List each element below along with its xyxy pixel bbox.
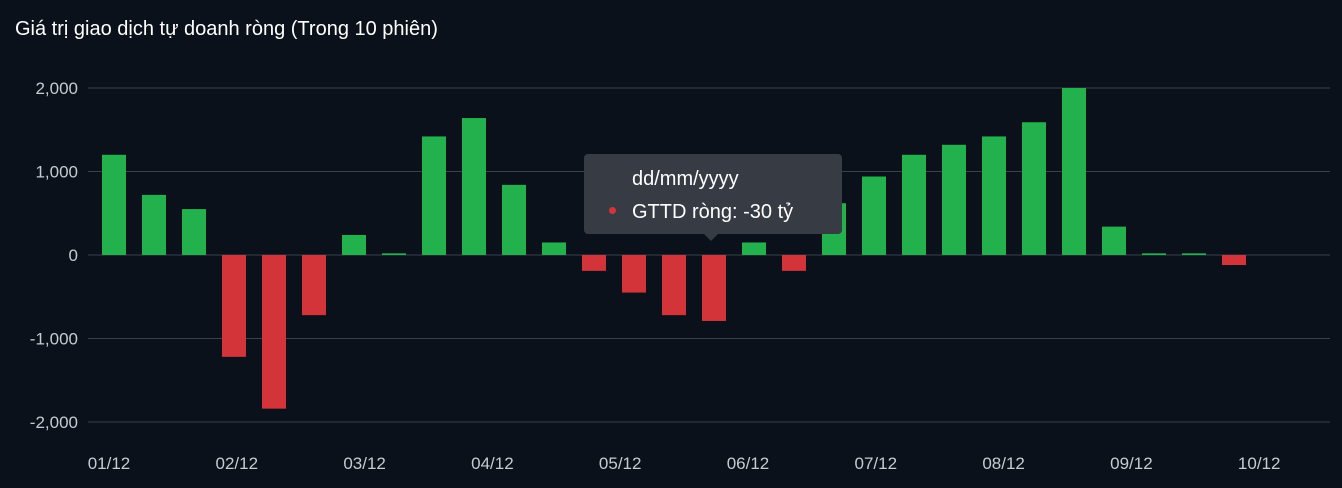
tooltip-date: dd/mm/yyyy [632, 168, 739, 190]
bar [1102, 226, 1126, 255]
y-tick-label: -1,000 [30, 330, 78, 349]
bar [462, 118, 486, 255]
bar [782, 255, 806, 271]
tooltip-value: GTTD ròng: -30 tỷ [632, 201, 794, 223]
bar [302, 255, 326, 316]
bar [342, 234, 366, 255]
x-tick-label: 08/12 [982, 454, 1025, 473]
x-tick-label: 03/12 [343, 454, 386, 473]
bar [942, 144, 966, 255]
bar [1022, 122, 1046, 255]
bar [862, 176, 886, 255]
bar [422, 136, 446, 255]
y-tick-label: 0 [69, 246, 78, 265]
chart-tooltip: dd/mm/yyyy GTTD ròng: -30 tỷ [584, 154, 842, 234]
bar [1222, 255, 1246, 266]
tooltip-arrow [703, 233, 719, 241]
bar [982, 136, 1006, 255]
chart-title: Giá trị giao dịch tự doanh ròng (Trong 1… [15, 18, 438, 40]
x-tick-label: 10/12 [1238, 454, 1281, 473]
bar [142, 194, 166, 255]
y-tick-label: -2,000 [30, 413, 78, 432]
bar [542, 242, 566, 255]
bar [222, 255, 246, 357]
bar [102, 154, 126, 255]
x-tick-label: 07/12 [855, 454, 898, 473]
tooltip-series-dot [609, 207, 616, 214]
x-tick-label: 09/12 [1110, 454, 1153, 473]
bar [1062, 88, 1086, 255]
bar [702, 255, 726, 321]
x-tick-label: 04/12 [471, 454, 514, 473]
x-tick-label: 02/12 [216, 454, 259, 473]
x-tick-label: 06/12 [727, 454, 770, 473]
bar [262, 255, 286, 409]
bar [742, 242, 766, 255]
bar [582, 255, 606, 271]
bar [502, 184, 526, 255]
bar [382, 253, 406, 255]
bar [1142, 253, 1166, 255]
bar [622, 255, 646, 293]
bar [1182, 253, 1206, 255]
x-tick-label: 05/12 [599, 454, 642, 473]
x-tick-label: 01/12 [88, 454, 131, 473]
y-tick-label: 1,000 [35, 163, 78, 182]
bar [902, 154, 926, 255]
y-tick-label: 2,000 [35, 79, 78, 98]
bar [662, 255, 686, 316]
bar [182, 209, 206, 255]
